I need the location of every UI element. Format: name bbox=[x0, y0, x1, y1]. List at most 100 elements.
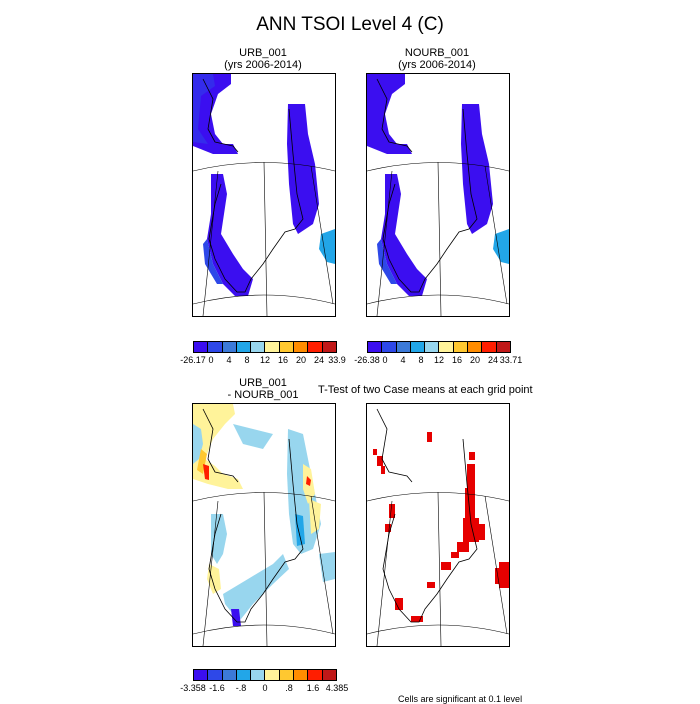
colorbar-tick-label: 4 bbox=[400, 355, 406, 365]
map-panel-nourb bbox=[366, 73, 510, 317]
panel-title-urb: URB_001 (yrs 2006-2014) bbox=[192, 47, 334, 71]
colorbar-swatch bbox=[496, 342, 510, 352]
colorbar-swatch bbox=[322, 670, 336, 680]
colorbar-swatch bbox=[222, 342, 237, 352]
colorbar-tick-label: 33.71 bbox=[499, 355, 523, 365]
colorbar-nourb-swatches bbox=[367, 341, 511, 353]
panel-diff-title-line2: - NOURB_001 bbox=[227, 389, 299, 401]
colorbar-tick-label: 0 bbox=[382, 355, 388, 365]
significant-cell bbox=[457, 542, 469, 552]
significant-cell bbox=[451, 552, 459, 558]
significant-cell bbox=[395, 598, 403, 610]
ttest-footer: Cells are significant at 0.1 level bbox=[398, 694, 523, 704]
colorbar-swatch bbox=[222, 670, 237, 680]
colorbar-swatch bbox=[368, 342, 383, 352]
significant-cell bbox=[427, 582, 435, 588]
colorbar-swatch bbox=[308, 670, 323, 680]
colorbar-swatch bbox=[251, 670, 266, 680]
significant-cell bbox=[467, 464, 475, 488]
colorbar-swatch bbox=[265, 670, 280, 680]
colorbar-urb-labels: -26.17 0 4 8 12 16 20 24 33.9 bbox=[180, 355, 346, 365]
colorbar-tick-label: 4.385 bbox=[325, 683, 349, 693]
colorbar-diff-labels: -3.358 -1.6 -.8 0 .8 1.6 4.385 bbox=[180, 683, 348, 693]
colorbar-swatch bbox=[236, 342, 252, 352]
significant-cell bbox=[389, 504, 395, 518]
ttest-significant-cells bbox=[373, 432, 509, 622]
map-panel-diff bbox=[192, 403, 336, 647]
colorbar-swatch bbox=[279, 670, 295, 680]
colorbar-tick-label: 0 bbox=[262, 683, 268, 693]
colorbar-swatch bbox=[236, 670, 252, 680]
colorbar-swatch bbox=[468, 342, 483, 352]
colorbar-swatch bbox=[410, 342, 426, 352]
significant-cell bbox=[469, 452, 475, 460]
colorbar-swatch bbox=[396, 342, 411, 352]
colorbar-urb-swatches bbox=[193, 341, 337, 353]
panel-title-ttest: T-Test of two Case means at each grid po… bbox=[318, 384, 533, 396]
panel-diff-title-line1: URB_001 bbox=[239, 377, 287, 389]
colorbar-tick-label: -3.358 bbox=[180, 683, 206, 693]
colorbar-swatch bbox=[294, 670, 309, 680]
significant-cell bbox=[427, 432, 432, 442]
significant-cell bbox=[411, 616, 423, 622]
significant-cell bbox=[381, 466, 385, 474]
page-title: ANN TSOI Level 4 (C) bbox=[256, 14, 444, 35]
panel-urb-title-line2: (yrs 2006-2014) bbox=[224, 59, 302, 71]
colorbar-tick-label: 24 bbox=[313, 355, 325, 365]
colorbar-tick-label: 0 bbox=[208, 355, 214, 365]
significant-cell bbox=[463, 518, 479, 542]
significant-cell bbox=[377, 456, 383, 466]
significant-cell bbox=[441, 562, 451, 570]
colorbar-swatch bbox=[308, 342, 323, 352]
colorbar-tick-label: 8 bbox=[418, 355, 424, 365]
colorbar-swatch bbox=[208, 670, 223, 680]
colorbar-tick-label: 20 bbox=[295, 355, 307, 365]
colorbar-diff-swatches bbox=[193, 669, 337, 681]
significant-cell bbox=[499, 562, 509, 588]
colorbar-swatch bbox=[382, 342, 397, 352]
greenland-map-nourb bbox=[367, 74, 509, 316]
colorbar-tick-label: 1.6 bbox=[306, 683, 320, 693]
colorbar-swatch bbox=[322, 342, 336, 352]
colorbar-tick-label: .8 bbox=[285, 683, 293, 693]
map-panel-ttest bbox=[366, 403, 510, 647]
colorbar-tick-label: 33.9 bbox=[328, 355, 346, 365]
colorbar-tick-label: 12 bbox=[259, 355, 271, 365]
colorbar-nourb: -26.38 0 4 8 12 16 20 24 33.71 bbox=[354, 341, 522, 365]
colorbar-tick-label: 12 bbox=[433, 355, 445, 365]
colorbar-swatch bbox=[294, 342, 309, 352]
colorbar-swatch bbox=[482, 342, 497, 352]
colorbar-swatch bbox=[251, 342, 266, 352]
colorbar-nourb-labels: -26.38 0 4 8 12 16 20 24 33.71 bbox=[354, 355, 522, 365]
colorbar-swatch bbox=[279, 342, 295, 352]
colorbar-swatch bbox=[208, 342, 223, 352]
colorbar-swatch bbox=[194, 342, 209, 352]
panel-title-nourb: NOURB_001 (yrs 2006-2014) bbox=[366, 47, 508, 71]
greenland-map-urb bbox=[193, 74, 335, 316]
colorbar-tick-label: 16 bbox=[277, 355, 289, 365]
colorbar-tick-label: -26.38 bbox=[354, 355, 380, 365]
panel-nourb-title-line2: (yrs 2006-2014) bbox=[398, 59, 476, 71]
colorbar-swatch bbox=[194, 670, 209, 680]
colorbar-swatch bbox=[453, 342, 469, 352]
colorbar-swatch bbox=[265, 342, 280, 352]
colorbar-tick-label: 16 bbox=[451, 355, 463, 365]
colorbar-swatch bbox=[439, 342, 454, 352]
significant-cell bbox=[373, 449, 377, 455]
colorbar-tick-label: 8 bbox=[244, 355, 250, 365]
significant-cell bbox=[479, 524, 485, 540]
colorbar-tick-label: 4 bbox=[226, 355, 232, 365]
significant-cell bbox=[385, 524, 391, 532]
colorbar-tick-label: 24 bbox=[487, 355, 499, 365]
colorbar-tick-label: -.8 bbox=[235, 683, 247, 693]
colorbar-swatch bbox=[425, 342, 440, 352]
significant-cell bbox=[465, 488, 475, 518]
colorbar-tick-label: -26.17 bbox=[180, 355, 206, 365]
greenland-map-diff bbox=[193, 404, 335, 646]
map-panel-urb bbox=[192, 73, 336, 317]
colorbar-urb: -26.17 0 4 8 12 16 20 24 33.9 bbox=[180, 341, 346, 365]
panel-urb-title-line1: URB_001 bbox=[239, 47, 287, 59]
colorbar-tick-label: 20 bbox=[469, 355, 481, 365]
significant-cell bbox=[495, 568, 499, 584]
panel-title-diff: URB_001 - NOURB_001 bbox=[192, 377, 334, 401]
